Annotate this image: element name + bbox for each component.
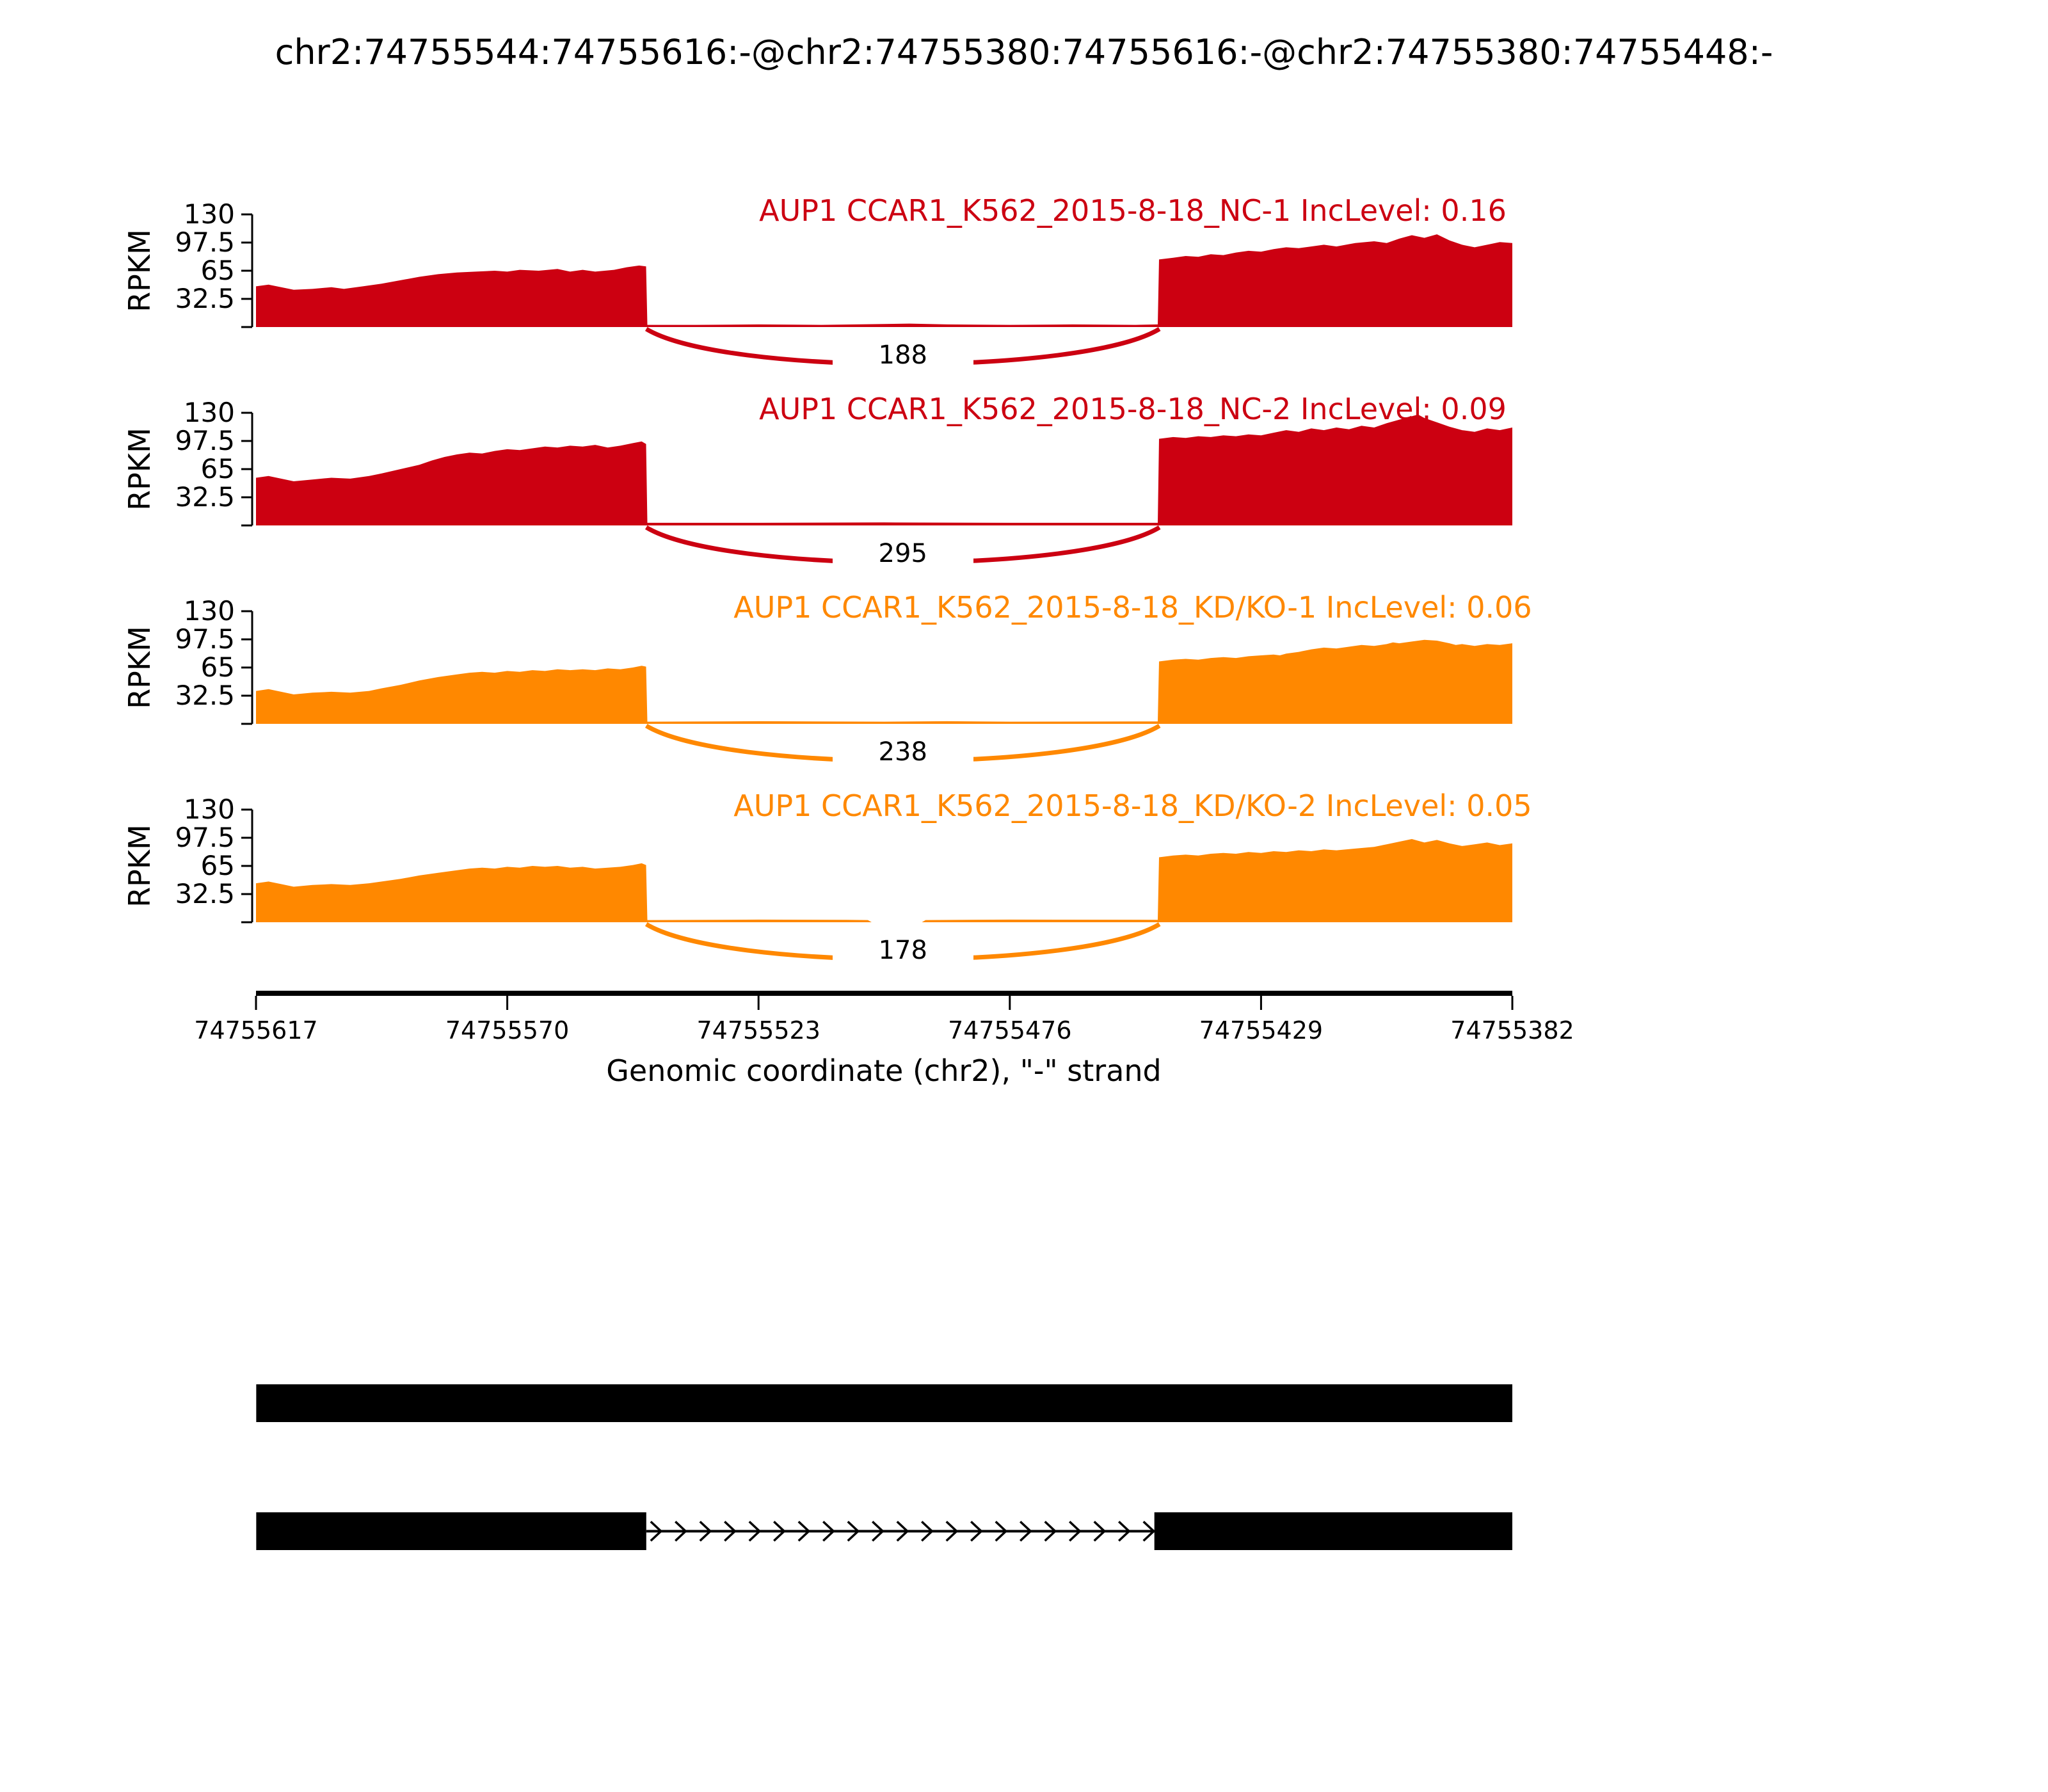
track-label-NC-1: AUP1 CCAR1_K562_2015-8-18_NC-1 IncLevel:…: [759, 193, 1507, 228]
y-tick-label: 32.5: [175, 481, 235, 513]
x-tick-label: 74755382: [1450, 1016, 1574, 1044]
intron-direction-arrow-icon: [650, 1521, 663, 1542]
x-tick-label: 74755570: [445, 1016, 570, 1044]
intron-direction-arrow-icon: [699, 1521, 712, 1542]
intron-direction-arrow-icon: [872, 1521, 884, 1542]
intron-direction-arrow-icon: [822, 1521, 835, 1542]
y-tick-label: 97.5: [175, 425, 235, 456]
intron-direction-arrow-icon: [1093, 1521, 1107, 1542]
x-tick-label: 74755523: [696, 1016, 820, 1044]
y-tick-label: 130: [183, 595, 235, 627]
intron-direction-arrow-icon: [773, 1521, 786, 1542]
intron-direction-arrow-icon: [748, 1521, 762, 1542]
track-label-KD/KO-1: AUP1 CCAR1_K562_2015-8-18_KD/KO-1 IncLev…: [733, 590, 1532, 625]
skipping-isoform-exon: [1154, 1512, 1512, 1550]
y-tick-label: 130: [183, 397, 235, 428]
intron-direction-arrow-icon: [1069, 1521, 1082, 1542]
coverage-area-NC-1: [256, 234, 1512, 327]
skipping-isoform-exon: [256, 1512, 646, 1550]
intron-direction-arrow-icon: [995, 1521, 1008, 1542]
y-tick-label: 97.5: [175, 822, 235, 853]
y-tick-label: 130: [183, 794, 235, 825]
intron-direction-arrow-icon: [1044, 1521, 1057, 1542]
y-tick-label: 65: [200, 453, 235, 484]
x-tick-label: 74755429: [1199, 1016, 1324, 1044]
intron-direction-arrow-icon: [847, 1521, 860, 1542]
x-tick-label: 74755476: [948, 1016, 1072, 1044]
track-label-KD/KO-2: AUP1 CCAR1_K562_2015-8-18_KD/KO-2 IncLev…: [733, 788, 1532, 823]
intron-direction-arrow-icon: [797, 1521, 811, 1542]
y-tick-label: 32.5: [175, 283, 235, 314]
intron-direction-arrow-icon: [1020, 1521, 1032, 1542]
x-axis-title: Genomic coordinate (chr2), "-" strand: [606, 1053, 1162, 1088]
coverage-area-KD/KO-2: [256, 839, 1512, 922]
y-tick-label: 130: [183, 198, 235, 230]
intron-direction-arrow-icon: [1117, 1521, 1131, 1542]
coverage-area-NC-2: [256, 414, 1512, 525]
track-label-NC-2: AUP1 CCAR1_K562_2015-8-18_NC-2 IncLevel:…: [759, 392, 1507, 426]
y-tick-label: 97.5: [175, 227, 235, 258]
plot-title: chr2:74755544:74755616:-@chr2:74755380:7…: [275, 32, 1773, 72]
intron-direction-arrow-icon: [724, 1521, 737, 1542]
intron-direction-arrow-icon: [945, 1521, 959, 1542]
y-tick-label: 97.5: [175, 623, 235, 655]
intron-direction-arrow-icon: [921, 1521, 934, 1542]
junction-read-count-KD/KO-2: 178: [832, 936, 973, 964]
y-tick-label: 65: [200, 255, 235, 286]
y-tick-label: 65: [200, 652, 235, 683]
junction-read-count-NC-1: 188: [832, 341, 973, 369]
y-tick-label: 65: [200, 850, 235, 881]
x-tick-label: 74755617: [194, 1016, 318, 1044]
y-tick-label: 32.5: [175, 878, 235, 909]
intron-direction-arrow-icon: [675, 1521, 687, 1542]
intron-direction-arrow-icon: [896, 1521, 909, 1542]
y-tick-label: 32.5: [175, 680, 235, 711]
junction-read-count-NC-2: 295: [832, 540, 973, 568]
intron-direction-arrow-icon: [1142, 1521, 1156, 1542]
inclusion-isoform-exon: [256, 1384, 1513, 1422]
coverage-area-KD/KO-1: [256, 639, 1512, 724]
intron-direction-arrow-icon: [970, 1521, 983, 1542]
junction-read-count-KD/KO-1: 238: [832, 738, 973, 766]
